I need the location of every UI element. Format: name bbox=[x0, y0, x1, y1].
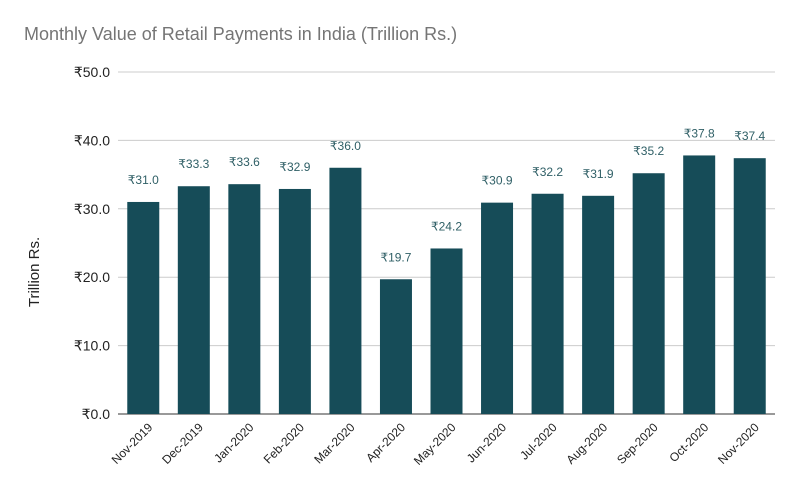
y-tick-label: ₹0.0 bbox=[82, 406, 111, 422]
y-tick-label: ₹20.0 bbox=[74, 269, 110, 285]
data-label: ₹37.8 bbox=[684, 126, 715, 140]
data-label: ₹36.0 bbox=[330, 139, 361, 153]
bar bbox=[481, 202, 514, 414]
data-label: ₹24.2 bbox=[431, 219, 462, 233]
bar bbox=[278, 188, 311, 414]
bar bbox=[228, 184, 261, 414]
x-tick-label: Jul-2020 bbox=[517, 420, 560, 463]
x-axis-ticks: Nov-2019 Dec-2019 Jan-2020 Feb-2020 Mar-2020… bbox=[109, 420, 762, 468]
data-label: ₹19.7 bbox=[380, 250, 411, 264]
y-axis-title: Trillion Rs. bbox=[26, 237, 43, 307]
y-tick-label: ₹30.0 bbox=[74, 201, 110, 217]
data-label: ₹32.2 bbox=[532, 165, 563, 179]
data-label: ₹31.9 bbox=[583, 167, 614, 181]
data-label: ₹32.9 bbox=[279, 160, 310, 174]
y-tick-label: ₹40.0 bbox=[74, 132, 110, 148]
bars bbox=[127, 155, 766, 414]
x-tick-label: Jun-2020 bbox=[464, 420, 510, 466]
bar bbox=[632, 173, 665, 414]
x-tick-label: Mar-2020 bbox=[311, 420, 357, 466]
data-label: ₹33.6 bbox=[229, 155, 260, 169]
y-axis-ticks: ₹0.0 ₹10.0 ₹20.0 ₹30.0 ₹40.0 ₹50.0 bbox=[74, 64, 110, 422]
data-label: ₹33.3 bbox=[178, 157, 209, 171]
bar bbox=[177, 186, 210, 414]
y-tick-label: ₹10.0 bbox=[74, 338, 110, 354]
chart-title: Monthly Value of Retail Payments in Indi… bbox=[24, 24, 458, 44]
x-tick-label: Jan-2020 bbox=[211, 420, 257, 466]
x-tick-label: Nov-2020 bbox=[715, 420, 762, 467]
bar bbox=[582, 195, 615, 414]
bar bbox=[733, 158, 766, 414]
y-tick-label: ₹50.0 bbox=[74, 64, 110, 80]
data-label: ₹37.4 bbox=[734, 129, 765, 143]
x-tick-label: Feb-2020 bbox=[261, 420, 307, 466]
data-label: ₹35.2 bbox=[633, 144, 664, 158]
data-label: ₹31.0 bbox=[128, 173, 159, 187]
x-tick-label: May-2020 bbox=[411, 420, 459, 468]
x-tick-label: Dec-2019 bbox=[159, 420, 206, 467]
x-tick-label: Oct-2020 bbox=[667, 420, 712, 465]
bar bbox=[430, 248, 463, 414]
x-tick-label: Aug-2020 bbox=[564, 420, 611, 467]
x-tick-label: Nov-2019 bbox=[109, 420, 156, 467]
data-labels: ₹31.0 ₹33.3 ₹33.6 ₹32.9 ₹36.0 ₹19.7 ₹24.2 ₹30.9… bbox=[128, 126, 766, 264]
bar bbox=[683, 155, 716, 414]
bar bbox=[127, 201, 160, 414]
x-tick-label: Sep-2020 bbox=[614, 420, 661, 467]
data-label: ₹30.9 bbox=[482, 174, 513, 188]
bar bbox=[531, 193, 564, 414]
bar bbox=[329, 167, 362, 414]
x-tick-label: Apr-2020 bbox=[363, 420, 408, 465]
bar bbox=[379, 279, 412, 414]
